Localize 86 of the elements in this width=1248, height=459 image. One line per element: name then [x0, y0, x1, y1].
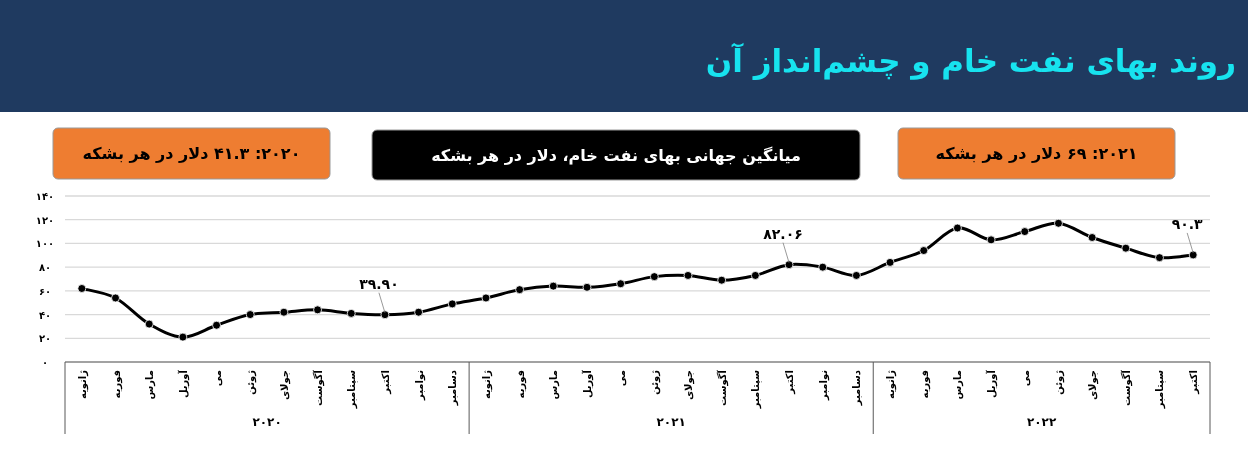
- point: [1188, 250, 1198, 260]
- point: [953, 223, 962, 233]
- point: [481, 293, 491, 303]
- y-tick-label: ۰: [41, 357, 49, 368]
- point: [1020, 227, 1030, 236]
- x-tick-label: سپتامبر: [750, 369, 763, 410]
- x-tick-label: آوریل: [985, 369, 999, 399]
- x-tick-label: آگوست: [715, 369, 729, 406]
- point: [346, 308, 356, 318]
- point: [279, 307, 289, 317]
- x-tick-label: دسامبر: [447, 370, 460, 407]
- point: [649, 272, 659, 282]
- x-tick-label: اکتبر: [379, 370, 392, 395]
- x-tick-label: نوامبر: [817, 370, 830, 401]
- x-tick-label: آگوست: [1119, 369, 1133, 406]
- x-tick-label: مارس: [548, 370, 561, 400]
- x-tick-label: می: [615, 370, 627, 387]
- x-tick-label: فوریه: [514, 370, 527, 399]
- x-tick-label: فوریه: [918, 370, 931, 399]
- point: [852, 271, 861, 280]
- point: [986, 235, 996, 245]
- data-label: ۸۲.۰۶: [763, 225, 803, 242]
- x-tick-label: ژانویه: [76, 369, 89, 400]
- x-tick-label: دسامبر: [851, 370, 864, 407]
- x-tick-label: ژانویه: [480, 369, 493, 400]
- x-tick-label: اکتبر: [784, 370, 797, 395]
- x-tick-label: نوامبر: [413, 370, 426, 401]
- y-tick-label: ۶۰: [38, 285, 52, 297]
- x-tick-label: ژوئن: [1053, 369, 1066, 395]
- point: [919, 246, 929, 255]
- chart-title: روند بهای نفت خام و چشم‌انداز آن: [705, 42, 1236, 80]
- x-tick-label: آوریل: [580, 369, 594, 399]
- point: [111, 293, 120, 303]
- y-tick-label: ۱۲۰: [35, 214, 55, 226]
- point: [212, 320, 221, 330]
- data-label: ۹۰.۳: [1171, 215, 1204, 232]
- point: [380, 310, 390, 320]
- point: [616, 279, 626, 289]
- text: ۲۰۲۰: [252, 415, 282, 429]
- point: [178, 332, 188, 342]
- x-tick-label: جولای: [683, 370, 696, 401]
- point: [414, 307, 423, 317]
- point: [548, 281, 558, 291]
- x-tick-label: مارس: [952, 370, 965, 400]
- point: [1087, 233, 1097, 242]
- point: [515, 285, 525, 295]
- y-tick-label: ۲۰: [38, 333, 52, 345]
- x-tick-label: مارس: [144, 370, 157, 400]
- text: ۲۰۲۲: [1026, 415, 1057, 429]
- x-tick-label: ژوئن: [245, 369, 258, 395]
- point: [313, 305, 322, 315]
- text: ۲۰۲۰: ۴۱.۳ دلار در هر بشکه: [82, 144, 301, 163]
- x-tick-label: سپتامبر: [1154, 369, 1167, 410]
- point: [683, 271, 693, 280]
- y-tick-label: ۱۴۰: [35, 191, 55, 202]
- point: [1155, 253, 1164, 263]
- point: [717, 275, 727, 285]
- text: ۲۰۲۱: [656, 415, 686, 429]
- point: [144, 319, 154, 329]
- data-label: ۳۹.۹۰: [359, 275, 399, 292]
- y-tick-label: ۸۰: [38, 262, 52, 274]
- y-tick-label: ۴۰: [38, 309, 52, 321]
- x-tick-label: جولای: [1087, 370, 1100, 401]
- point: [885, 258, 895, 267]
- x-tick-label: ژانویه: [885, 369, 898, 400]
- x-tick-label: آوریل: [176, 369, 190, 399]
- x-tick-label: فوریه: [110, 370, 123, 399]
- point: [447, 299, 457, 309]
- y-tick-label: ۱۰۰: [35, 238, 55, 250]
- point: [784, 260, 794, 270]
- point: [818, 262, 828, 272]
- x-tick-label: ژوئن: [649, 369, 662, 395]
- point: [77, 284, 87, 293]
- x-tick-label: آگوست: [311, 369, 325, 406]
- x-tick-label: جولای: [278, 370, 291, 401]
- point: [750, 271, 760, 280]
- x-tick-label: می: [1019, 370, 1031, 387]
- x-tick-label: سپتامبر: [346, 369, 359, 410]
- point: [582, 282, 592, 292]
- point: [1054, 218, 1063, 228]
- point: [245, 310, 255, 319]
- text: ۲۰۲۱: ۶۹ دلار در هر بشکه: [935, 144, 1138, 163]
- point: [1121, 243, 1131, 253]
- x-tick-label: اکتبر: [1188, 370, 1201, 395]
- chart-subtitle: میانگین جهانی بهای نفت خام، دلار در هر بشکه: [431, 146, 801, 165]
- x-tick-label: می: [211, 370, 223, 387]
